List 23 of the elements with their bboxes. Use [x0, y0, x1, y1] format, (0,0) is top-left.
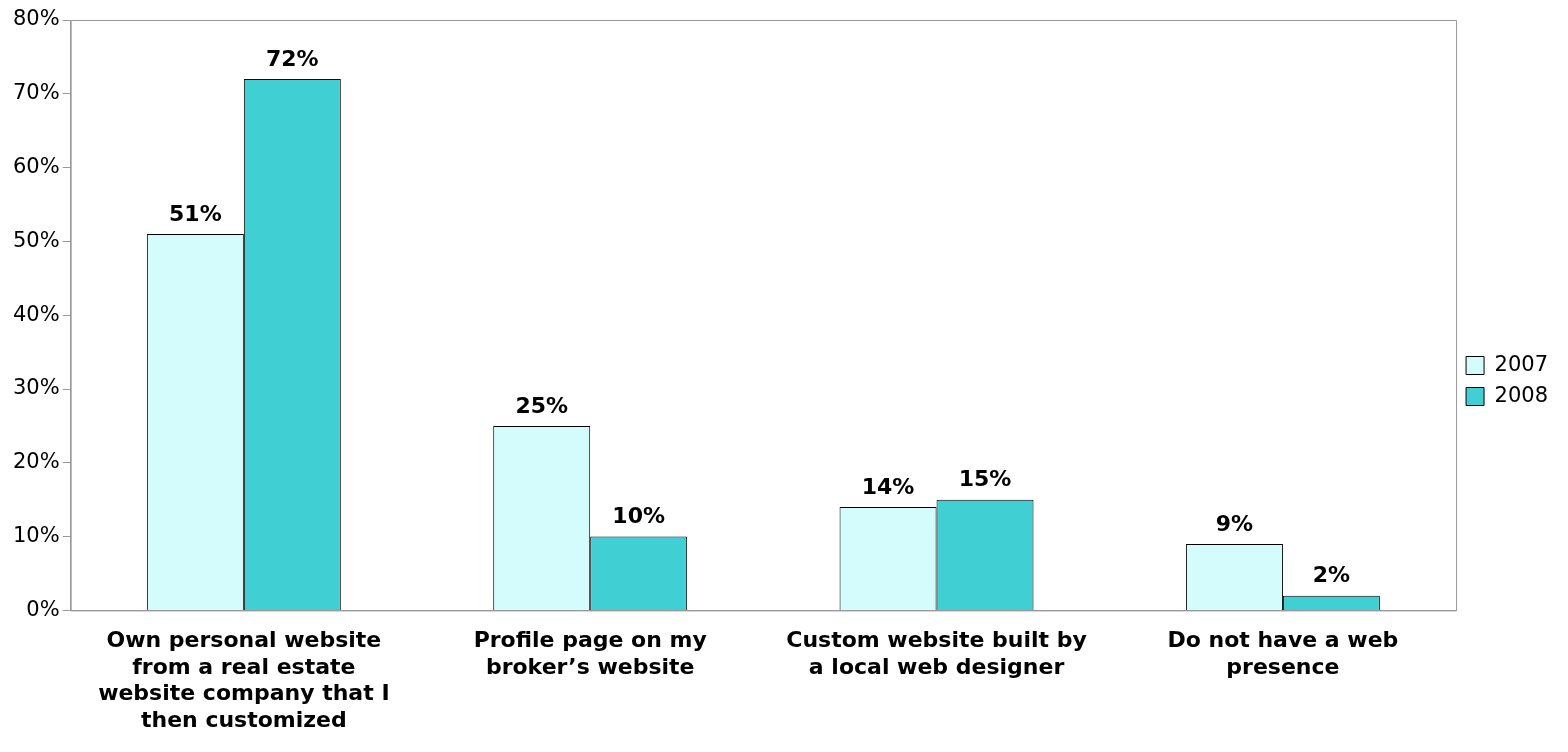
y-tick-label: 0%: [26, 596, 60, 621]
data-label: 9%: [1215, 510, 1254, 536]
y-tick-label: 40%: [12, 301, 60, 326]
legend-label: 2007: [1494, 351, 1549, 376]
data-label: 51%: [169, 200, 222, 226]
y-tick-label: 70%: [12, 80, 60, 105]
data-label: 72%: [266, 45, 319, 71]
x-tick-label: Do not have a web presence: [1167, 627, 1399, 679]
y-tick-label: 10%: [12, 523, 60, 548]
y-tick-label: 30%: [12, 375, 60, 400]
x-tick-label: Own personal website from a real estate website company that I then customized: [98, 627, 390, 732]
y-tick-label: 50%: [12, 227, 60, 252]
y-tick-label: 60%: [12, 154, 60, 179]
data-label: 15%: [958, 466, 1012, 492]
x-tick-label: Profile page on my broker’s website: [473, 627, 707, 679]
y-tick-label: 20%: [12, 449, 60, 474]
legend-label: 2008: [1494, 382, 1549, 407]
data-label: 10%: [612, 503, 666, 529]
y-tick-label: 80%: [12, 6, 60, 31]
data-label: 14%: [861, 473, 915, 499]
data-label: 25%: [515, 392, 569, 418]
data-label: 2%: [1312, 562, 1351, 588]
x-tick-label: Custom website built by a local web designer: [786, 627, 1087, 679]
